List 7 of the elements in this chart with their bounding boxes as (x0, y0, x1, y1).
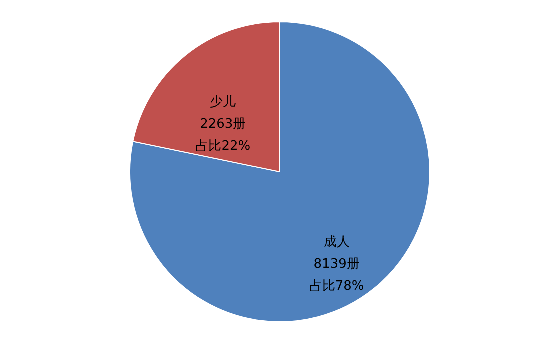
text: 占比22% (196, 139, 251, 154)
data-label: 8139册 (314, 256, 360, 272)
slice-label: 少儿 (210, 95, 236, 110)
slice-label: 成人 (324, 234, 350, 250)
text: 占比78% (309, 278, 364, 294)
pie-slice (130, 22, 430, 322)
data-label: 2263册 (200, 117, 246, 132)
